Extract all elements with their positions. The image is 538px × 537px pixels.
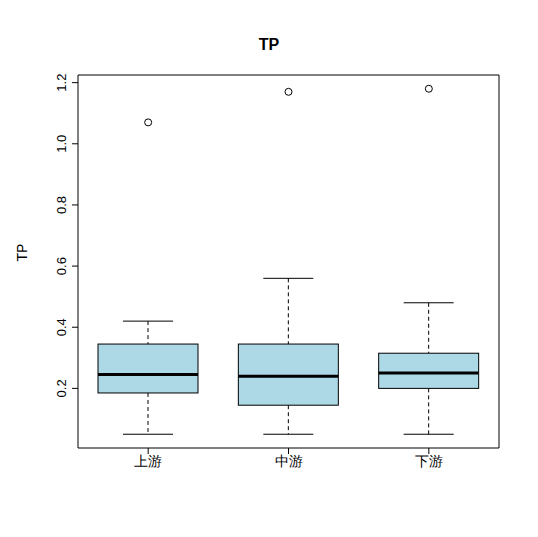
- svg-text:上游: 上游: [134, 453, 162, 469]
- svg-text:中游: 中游: [275, 453, 303, 469]
- svg-text:0.8: 0.8: [54, 196, 69, 214]
- svg-text:TP: TP: [14, 244, 30, 262]
- svg-text:下游: 下游: [415, 453, 443, 469]
- svg-text:0.4: 0.4: [54, 318, 69, 336]
- svg-text:1.2: 1.2: [54, 74, 69, 92]
- svg-text:0.6: 0.6: [54, 257, 69, 275]
- svg-text:1.0: 1.0: [54, 135, 69, 153]
- html-text:TP: TP: [258, 36, 280, 53]
- svg-text:0.2: 0.2: [54, 379, 69, 397]
